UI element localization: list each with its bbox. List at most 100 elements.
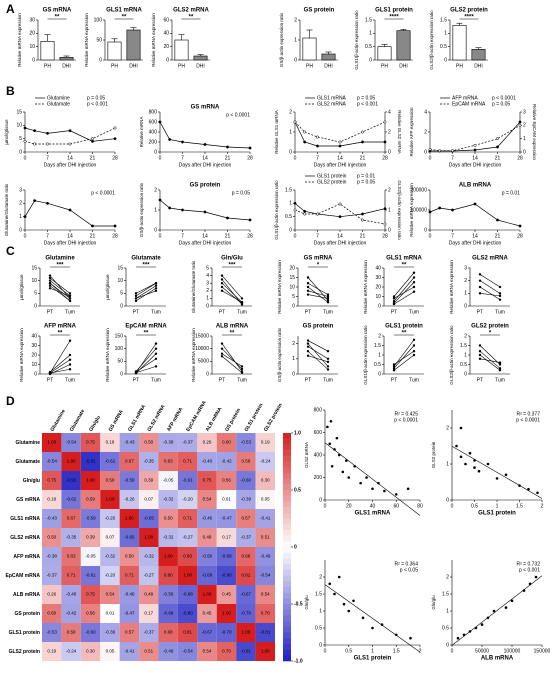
- y-tick-label: 10: [289, 284, 295, 290]
- y-tick-label: 100: [94, 17, 103, 23]
- cell-label: 0.45: [203, 611, 212, 616]
- y-tick-label: 0: [378, 371, 381, 377]
- point: [510, 599, 514, 603]
- row-label: GS protein: [14, 611, 40, 617]
- cell-label: 0.26: [47, 592, 56, 597]
- point: [48, 276, 52, 280]
- y2-tick-label: 0: [388, 149, 391, 155]
- y-tick-label: 20: [375, 284, 381, 290]
- chart-title: GLS1 mRNA: [386, 256, 422, 262]
- y2-tick-label: 0: [523, 149, 526, 155]
- x-tick-label: PH: [306, 63, 313, 69]
- point: [477, 469, 481, 473]
- bar: [126, 29, 141, 61]
- x-tick-label: 150000: [534, 648, 550, 654]
- point: [337, 575, 341, 579]
- point: [154, 289, 158, 292]
- bar: [193, 55, 208, 61]
- cell-label: -0.37: [182, 440, 193, 445]
- point: [412, 281, 416, 284]
- sig-label: ***: [228, 263, 236, 269]
- y-tick-label: 0: [319, 642, 322, 648]
- sig-label: **: [189, 15, 194, 21]
- y-tick-label: 15: [16, 109, 22, 115]
- colorbar-step: [283, 507, 291, 514]
- sig-label: **: [230, 331, 235, 337]
- x-tick-label: PT: [47, 377, 53, 383]
- y-axis-label: Relative mRNA expression: [191, 328, 196, 382]
- x-tick-label: Tum: [495, 377, 505, 383]
- y-tick-label: 1: [444, 31, 447, 37]
- p-value: p = 0.05: [87, 95, 105, 101]
- heatmap-cell: [197, 566, 217, 585]
- heatmap-cell: [177, 509, 198, 528]
- p-value: p = 0.01: [502, 190, 520, 196]
- heatmap-cell: [255, 528, 275, 547]
- point: [303, 212, 307, 216]
- point: [33, 129, 37, 133]
- chart-title: ALB mRNA: [216, 324, 249, 330]
- pair-line: [307, 286, 329, 303]
- y-tick-label: 200: [149, 139, 158, 145]
- heatmap-cell: [100, 490, 120, 509]
- cell-label: 0.68: [241, 554, 250, 559]
- colorbar-tick-label: 0.5: [294, 487, 301, 493]
- chart-title: GS mRNA: [304, 256, 333, 262]
- point: [473, 466, 476, 469]
- point: [326, 295, 330, 298]
- colorbar-step: [283, 626, 291, 633]
- colorbar-step: [283, 518, 291, 525]
- point: [68, 339, 72, 342]
- cell-label: 0.50: [144, 440, 153, 445]
- point: [361, 140, 364, 144]
- heatmap-cell: [119, 604, 140, 623]
- heatmap-cell: [197, 528, 217, 547]
- cell-label: -0.37: [144, 630, 155, 635]
- annotation: p < 0.0001: [394, 417, 418, 423]
- heatmap-cell: [197, 623, 217, 642]
- x-tick-label: 7: [181, 155, 184, 161]
- y-tick-label: 3: [206, 281, 209, 287]
- heatmap-cell: [177, 433, 198, 452]
- x-tick-label: 7: [181, 233, 184, 239]
- legend-label: AFP mRNA: [452, 95, 478, 101]
- x-tick-label: 2: [419, 648, 422, 654]
- cell-label: 0.49: [144, 592, 153, 597]
- heatmap-cell: [216, 471, 237, 490]
- y-axis-label: GLS1/β-actin expression ratio: [354, 10, 359, 70]
- x-axis-label: Days after DHI injection: [44, 162, 97, 168]
- bar: [452, 25, 467, 61]
- heatmap-cell: [139, 528, 159, 547]
- heatmap-cell: [80, 604, 101, 623]
- cell-label: -0.32: [144, 554, 155, 559]
- point: [534, 575, 538, 579]
- cell-label: 0.30: [86, 649, 95, 654]
- heatmap-cell: [42, 547, 62, 566]
- cell-label: -0.35: [66, 535, 77, 540]
- heatmap-cell: [100, 528, 120, 547]
- cell-label: 0.05: [261, 497, 270, 502]
- heatmap-cell: [61, 547, 81, 566]
- point: [498, 292, 502, 295]
- heatmap-cell: [100, 604, 120, 623]
- point: [371, 626, 374, 630]
- bar: [59, 57, 74, 61]
- point: [459, 426, 463, 430]
- point: [220, 285, 224, 289]
- y-tick-label: 10: [29, 44, 35, 50]
- heatmap-cell: [255, 509, 275, 528]
- x-tick-label: 14: [67, 233, 73, 239]
- point: [326, 293, 330, 296]
- pair-line: [49, 340, 71, 374]
- point: [518, 123, 522, 127]
- cell-label: -0.65: [124, 535, 135, 540]
- sig-label: *: [317, 263, 320, 269]
- cell-label: 0.07: [106, 535, 115, 540]
- heatmap-cell: [197, 452, 217, 471]
- row-label: Glutamate: [16, 459, 41, 465]
- point: [371, 487, 374, 491]
- pair-line: [49, 282, 71, 299]
- x-tick-label: PH: [381, 63, 388, 69]
- x-tick-label: 1: [371, 648, 374, 654]
- x-tick-label: 0: [159, 233, 162, 239]
